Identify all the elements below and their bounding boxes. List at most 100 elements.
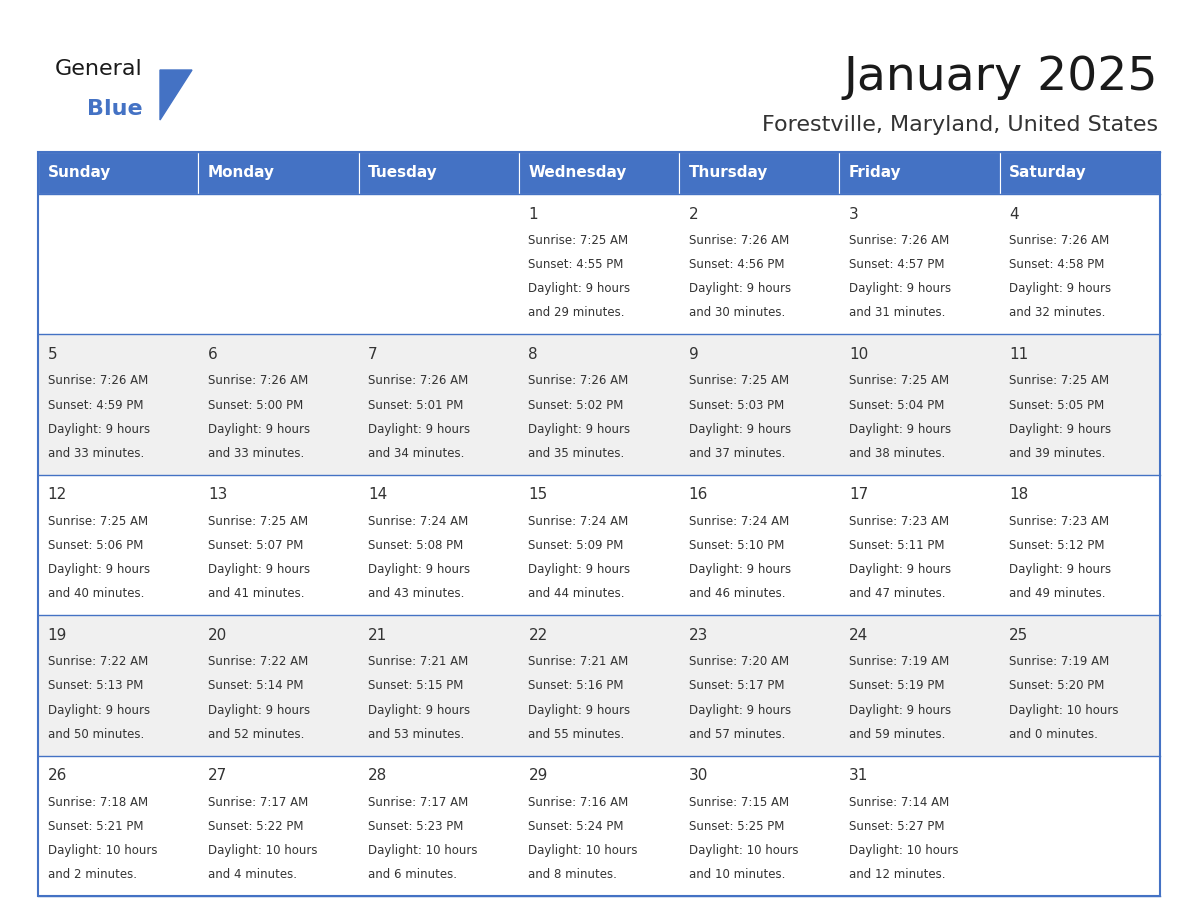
- Text: Sunrise: 7:26 AM: Sunrise: 7:26 AM: [368, 375, 468, 387]
- Bar: [840, 152, 1000, 194]
- Text: Daylight: 10 hours: Daylight: 10 hours: [689, 844, 798, 856]
- Text: Sunrise: 7:23 AM: Sunrise: 7:23 AM: [849, 515, 949, 528]
- Text: Daylight: 10 hours: Daylight: 10 hours: [368, 844, 478, 856]
- Text: and 35 minutes.: and 35 minutes.: [529, 447, 625, 460]
- Text: Sunset: 5:00 PM: Sunset: 5:00 PM: [208, 398, 303, 411]
- Bar: [359, 152, 519, 194]
- Text: Sunset: 5:16 PM: Sunset: 5:16 PM: [529, 679, 624, 692]
- Text: Sunset: 4:55 PM: Sunset: 4:55 PM: [529, 258, 624, 271]
- Text: Daylight: 9 hours: Daylight: 9 hours: [849, 422, 952, 436]
- Text: Sunset: 5:22 PM: Sunset: 5:22 PM: [208, 820, 303, 833]
- Text: Sunset: 5:06 PM: Sunset: 5:06 PM: [48, 539, 143, 552]
- Text: and 39 minutes.: and 39 minutes.: [1010, 447, 1106, 460]
- Text: Sunrise: 7:25 AM: Sunrise: 7:25 AM: [529, 234, 628, 247]
- Bar: [519, 152, 680, 194]
- Text: 12: 12: [48, 487, 67, 502]
- Text: Sunset: 5:12 PM: Sunset: 5:12 PM: [1010, 539, 1105, 552]
- Text: Daylight: 9 hours: Daylight: 9 hours: [529, 563, 631, 577]
- Text: 13: 13: [208, 487, 227, 502]
- Text: Daylight: 9 hours: Daylight: 9 hours: [368, 703, 470, 717]
- Text: Sunrise: 7:26 AM: Sunrise: 7:26 AM: [208, 375, 308, 387]
- Text: 31: 31: [849, 768, 868, 783]
- Text: Sunset: 5:04 PM: Sunset: 5:04 PM: [849, 398, 944, 411]
- Text: Sunday: Sunday: [48, 165, 110, 181]
- Text: Daylight: 9 hours: Daylight: 9 hours: [48, 422, 150, 436]
- Text: 17: 17: [849, 487, 868, 502]
- Text: Sunset: 5:05 PM: Sunset: 5:05 PM: [1010, 398, 1105, 411]
- Text: Sunset: 5:11 PM: Sunset: 5:11 PM: [849, 539, 944, 552]
- Text: January 2025: January 2025: [843, 55, 1158, 100]
- Text: Friday: Friday: [849, 165, 902, 181]
- Text: Sunrise: 7:25 AM: Sunrise: 7:25 AM: [208, 515, 308, 528]
- Text: General: General: [55, 59, 143, 79]
- Bar: [38, 615, 1159, 756]
- Text: 1: 1: [529, 207, 538, 221]
- Text: Sunrise: 7:22 AM: Sunrise: 7:22 AM: [208, 655, 308, 668]
- Text: Sunset: 5:21 PM: Sunset: 5:21 PM: [48, 820, 143, 833]
- Text: Sunset: 4:58 PM: Sunset: 4:58 PM: [1010, 258, 1105, 271]
- Text: 2: 2: [689, 207, 699, 221]
- Text: Sunset: 5:19 PM: Sunset: 5:19 PM: [849, 679, 944, 692]
- Text: and 10 minutes.: and 10 minutes.: [689, 868, 785, 881]
- Bar: [38, 334, 1159, 475]
- Text: 22: 22: [529, 628, 548, 643]
- Text: Daylight: 9 hours: Daylight: 9 hours: [529, 283, 631, 296]
- Text: Daylight: 9 hours: Daylight: 9 hours: [849, 283, 952, 296]
- Text: 9: 9: [689, 347, 699, 362]
- Text: and 37 minutes.: and 37 minutes.: [689, 447, 785, 460]
- Text: 15: 15: [529, 487, 548, 502]
- Text: 11: 11: [1010, 347, 1029, 362]
- Text: and 55 minutes.: and 55 minutes.: [529, 728, 625, 741]
- Text: 10: 10: [849, 347, 868, 362]
- Text: Sunrise: 7:23 AM: Sunrise: 7:23 AM: [1010, 515, 1110, 528]
- Text: Sunrise: 7:26 AM: Sunrise: 7:26 AM: [529, 375, 628, 387]
- Text: Daylight: 9 hours: Daylight: 9 hours: [529, 703, 631, 717]
- Text: and 33 minutes.: and 33 minutes.: [208, 447, 304, 460]
- Text: Sunset: 5:07 PM: Sunset: 5:07 PM: [208, 539, 303, 552]
- Text: Sunrise: 7:18 AM: Sunrise: 7:18 AM: [48, 796, 147, 809]
- Text: Sunset: 5:24 PM: Sunset: 5:24 PM: [529, 820, 624, 833]
- Text: and 46 minutes.: and 46 minutes.: [689, 588, 785, 600]
- Text: Sunset: 4:56 PM: Sunset: 4:56 PM: [689, 258, 784, 271]
- Text: Sunrise: 7:24 AM: Sunrise: 7:24 AM: [368, 515, 468, 528]
- Text: Sunrise: 7:25 AM: Sunrise: 7:25 AM: [48, 515, 147, 528]
- Text: Wednesday: Wednesday: [529, 165, 627, 181]
- Text: 19: 19: [48, 628, 67, 643]
- Text: Daylight: 9 hours: Daylight: 9 hours: [1010, 422, 1112, 436]
- Text: Daylight: 9 hours: Daylight: 9 hours: [689, 422, 791, 436]
- Text: 27: 27: [208, 768, 227, 783]
- Text: and 52 minutes.: and 52 minutes.: [208, 728, 304, 741]
- Text: Sunrise: 7:19 AM: Sunrise: 7:19 AM: [1010, 655, 1110, 668]
- Text: and 34 minutes.: and 34 minutes.: [368, 447, 465, 460]
- Text: and 40 minutes.: and 40 minutes.: [48, 588, 144, 600]
- Bar: [38, 152, 1159, 896]
- Text: Sunset: 5:25 PM: Sunset: 5:25 PM: [689, 820, 784, 833]
- Text: Tuesday: Tuesday: [368, 165, 438, 181]
- Text: Sunrise: 7:24 AM: Sunrise: 7:24 AM: [529, 515, 628, 528]
- Text: Daylight: 9 hours: Daylight: 9 hours: [689, 563, 791, 577]
- Text: and 8 minutes.: and 8 minutes.: [529, 868, 618, 881]
- Text: and 30 minutes.: and 30 minutes.: [689, 307, 785, 319]
- Text: and 47 minutes.: and 47 minutes.: [849, 588, 946, 600]
- Bar: [38, 194, 1159, 334]
- Text: Sunset: 4:57 PM: Sunset: 4:57 PM: [849, 258, 944, 271]
- Text: 24: 24: [849, 628, 868, 643]
- Text: 26: 26: [48, 768, 67, 783]
- Text: Blue: Blue: [87, 99, 143, 119]
- Text: Daylight: 9 hours: Daylight: 9 hours: [849, 703, 952, 717]
- Text: and 0 minutes.: and 0 minutes.: [1010, 728, 1098, 741]
- Text: Daylight: 10 hours: Daylight: 10 hours: [48, 844, 157, 856]
- Text: 25: 25: [1010, 628, 1029, 643]
- Text: and 2 minutes.: and 2 minutes.: [48, 868, 137, 881]
- Text: Sunrise: 7:26 AM: Sunrise: 7:26 AM: [48, 375, 147, 387]
- Text: Forestville, Maryland, United States: Forestville, Maryland, United States: [762, 115, 1158, 135]
- Text: and 44 minutes.: and 44 minutes.: [529, 588, 625, 600]
- Text: Sunrise: 7:25 AM: Sunrise: 7:25 AM: [1010, 375, 1110, 387]
- Text: Daylight: 9 hours: Daylight: 9 hours: [689, 703, 791, 717]
- Text: Sunrise: 7:22 AM: Sunrise: 7:22 AM: [48, 655, 147, 668]
- Text: Daylight: 9 hours: Daylight: 9 hours: [208, 563, 310, 577]
- Text: 29: 29: [529, 768, 548, 783]
- Text: Daylight: 9 hours: Daylight: 9 hours: [529, 422, 631, 436]
- Bar: [38, 152, 198, 194]
- Text: 18: 18: [1010, 487, 1029, 502]
